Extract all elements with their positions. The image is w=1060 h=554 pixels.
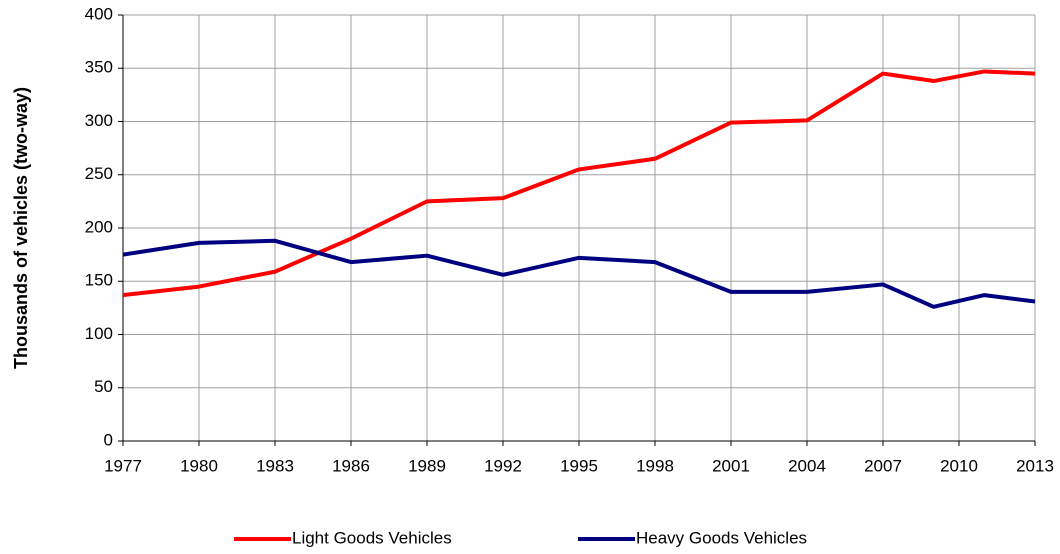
x-tick-label: 1977 <box>104 456 142 475</box>
y-tick-label: 50 <box>94 377 113 396</box>
x-tick-label: 1986 <box>332 456 370 475</box>
x-tick-label: 2007 <box>864 456 902 475</box>
y-tick-label: 150 <box>85 271 113 290</box>
x-tick-label: 2013 <box>1016 456 1054 475</box>
y-tick-label: 300 <box>85 111 113 130</box>
x-tick-label: 1989 <box>408 456 446 475</box>
y-tick-label: 350 <box>85 58 113 77</box>
x-tick-label: 1992 <box>484 456 522 475</box>
y-tick-label: 400 <box>85 4 113 23</box>
y-tick-label: 100 <box>85 324 113 343</box>
y-tick-label: 250 <box>85 164 113 183</box>
legend-label: Heavy Goods Vehicles <box>636 528 807 547</box>
series-line <box>122 238 1036 309</box>
x-tick-label: 2010 <box>940 456 978 475</box>
legend-label: Light Goods Vehicles <box>292 528 452 547</box>
x-tick-label: 1995 <box>560 456 598 475</box>
x-tick-label: 1998 <box>636 456 674 475</box>
series-line <box>122 69 1036 298</box>
x-tick-label: 2004 <box>788 456 826 475</box>
y-axis-label: Thousands of vehicles (two-way) <box>11 87 31 369</box>
x-tick-label: 1983 <box>256 456 294 475</box>
y-tick-label: 200 <box>85 217 113 236</box>
x-tick-label: 1980 <box>180 456 218 475</box>
y-tick-label: 0 <box>104 430 113 449</box>
x-tick-label: 2001 <box>712 456 750 475</box>
